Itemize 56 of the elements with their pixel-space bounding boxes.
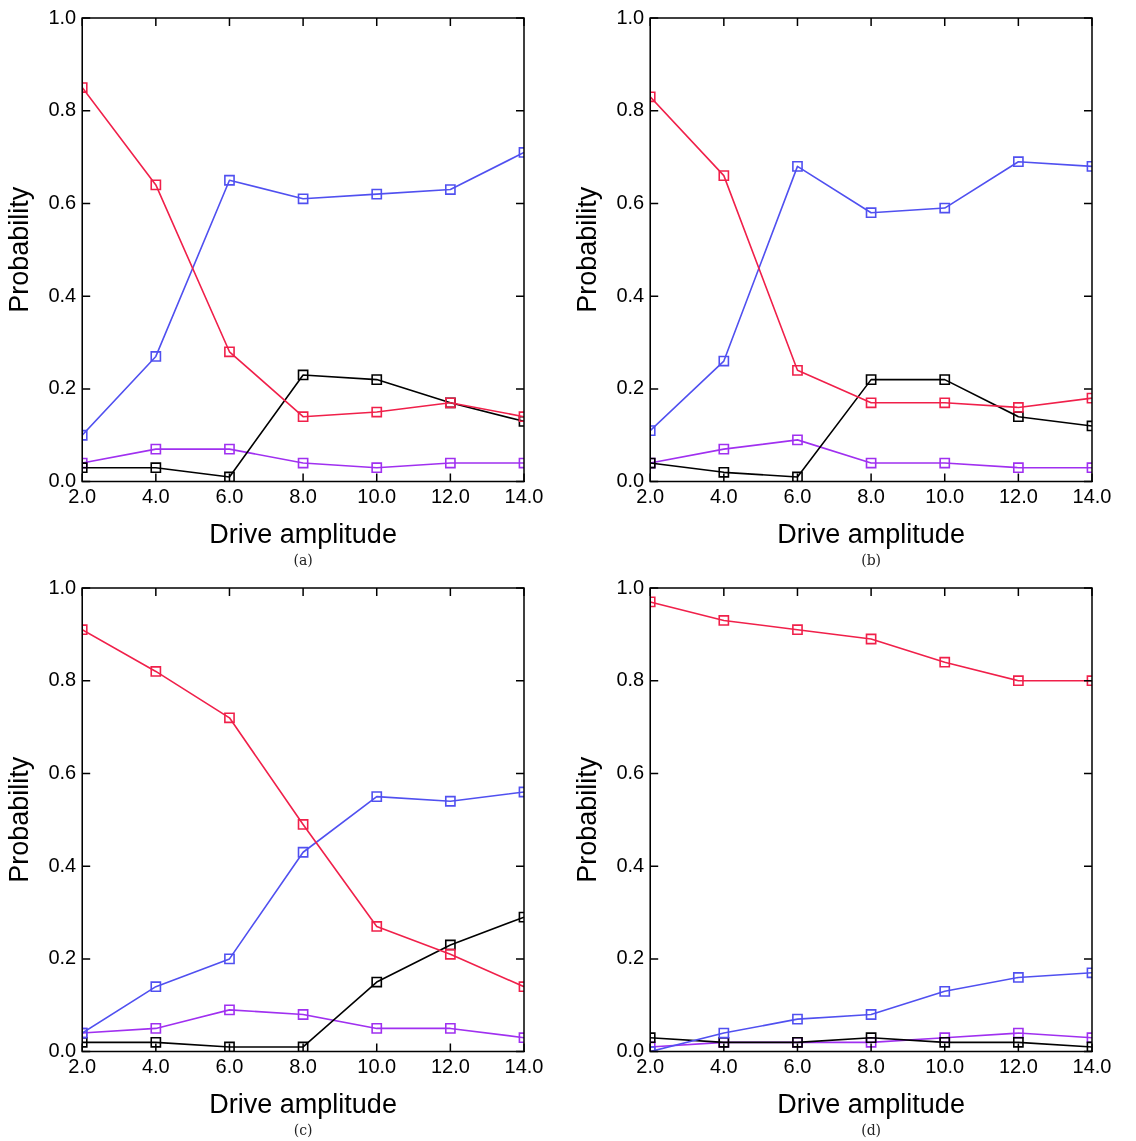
text: (c): [293, 1121, 313, 1138]
y-tick-label: 0.6: [616, 190, 645, 213]
y-tick-label: 0.8: [616, 668, 645, 691]
y-tick-label: 0.2: [48, 946, 77, 969]
y-tick-label: 0.4: [48, 283, 77, 306]
x-tick-label: 8.0: [857, 1055, 886, 1078]
text: (d): [861, 1121, 882, 1138]
x-tick-label: 10.0: [357, 485, 397, 508]
x-tick-label: 12.0: [998, 485, 1038, 508]
x-tick-label: 6.0: [783, 485, 812, 508]
x-tick-label: 14.0: [1072, 1055, 1112, 1078]
x-tick-label: 12.0: [998, 1055, 1038, 1078]
y-tick-label: 0.4: [48, 853, 77, 876]
x-axis-title: Drive amplitude: [777, 1089, 965, 1120]
x-tick-label: 10.0: [925, 485, 965, 508]
y-tick-label: 0.6: [48, 760, 77, 783]
x-tick-label: 10.0: [925, 1055, 965, 1078]
y-tick-label: 0.2: [48, 376, 77, 399]
y-tick-label: 0.6: [616, 760, 645, 783]
x-tick-label: 4.0: [141, 485, 170, 508]
y-tick-label: 1.0: [616, 575, 645, 598]
y-tick-label: 0.8: [48, 668, 77, 691]
y-axis-title: Probability: [571, 756, 602, 883]
x-tick-label: 14.0: [504, 485, 544, 508]
x-tick-label: 14.0: [504, 1055, 544, 1078]
y-tick-label: 0.2: [616, 946, 645, 969]
x-axis-title: Drive amplitude: [777, 519, 965, 550]
x-tick-label: 8.0: [289, 485, 318, 508]
text: (b): [861, 551, 882, 568]
y-tick-label: 1.0: [48, 5, 77, 28]
y-tick-label: 0.4: [616, 853, 645, 876]
x-tick-label: 6.0: [215, 485, 244, 508]
x-tick-label: 6.0: [215, 1055, 244, 1078]
y-axis-title: Probability: [3, 756, 34, 883]
y-axis-title: Probability: [3, 186, 34, 313]
y-tick-label: 0.2: [616, 376, 645, 399]
text: (a): [293, 551, 313, 568]
x-tick-label: 12.0: [430, 1055, 470, 1078]
x-axis-title: Drive amplitude: [209, 1089, 397, 1120]
y-tick-label: 0.6: [48, 190, 77, 213]
x-tick-label: 14.0: [1072, 485, 1112, 508]
y-tick-label: 0.8: [616, 98, 645, 121]
x-axis-title: Drive amplitude: [209, 519, 397, 550]
x-tick-label: 4.0: [709, 485, 738, 508]
x-tick-label: 12.0: [430, 485, 470, 508]
x-tick-label: 4.0: [141, 1055, 170, 1078]
y-tick-label: 0.8: [48, 98, 77, 121]
x-tick-label: 8.0: [289, 1055, 318, 1078]
y-axis-title: Probability: [571, 186, 602, 313]
y-tick-label: 1.0: [616, 5, 645, 28]
x-tick-label: 10.0: [357, 1055, 397, 1078]
x-tick-label: 6.0: [783, 1055, 812, 1078]
x-tick-label: 4.0: [709, 1055, 738, 1078]
x-tick-label: 8.0: [857, 485, 886, 508]
y-tick-label: 1.0: [48, 575, 77, 598]
y-tick-label: 0.4: [616, 283, 645, 306]
